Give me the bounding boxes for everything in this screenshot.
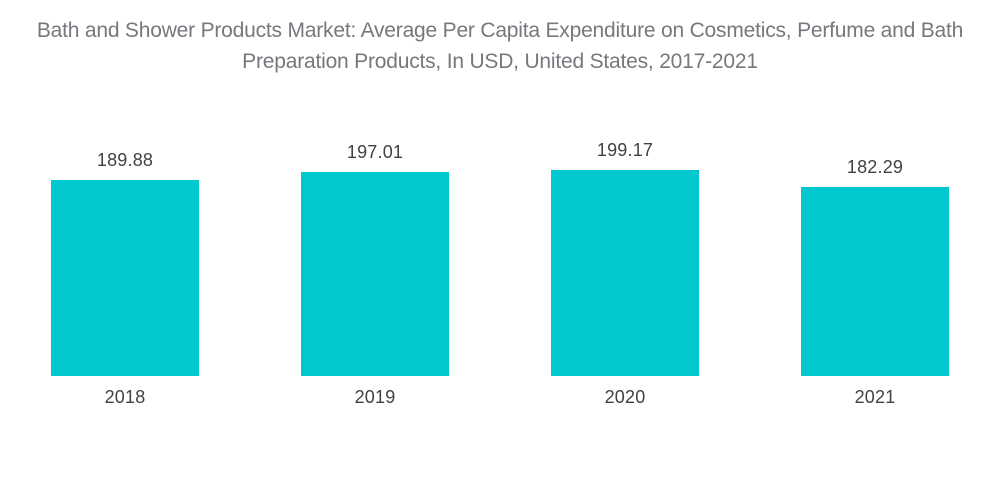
bar-group-2021: 182.29 xyxy=(750,157,1000,376)
bar-plot-area: 189.88 197.01 199.17 182.29 xyxy=(0,90,1000,376)
bar-value-label: 182.29 xyxy=(846,157,904,177)
x-axis: 2018 2019 2020 2021 xyxy=(0,387,1000,408)
bar-value-label: 197.01 xyxy=(346,142,404,162)
bar-group-2018: 189.88 xyxy=(0,150,250,376)
bar-value-label: 189.88 xyxy=(96,150,154,170)
bar-2019 xyxy=(301,172,449,376)
bar-2021 xyxy=(801,187,949,376)
x-tick-2019: 2019 xyxy=(354,387,396,407)
x-tick-2020: 2020 xyxy=(604,387,646,407)
chart-title: Bath and Shower Products Market: Average… xyxy=(0,0,1000,90)
x-tick-2021: 2021 xyxy=(854,387,896,407)
bar-value-label: 199.17 xyxy=(596,140,654,160)
bar-group-2019: 197.01 xyxy=(250,142,500,376)
bar-2018 xyxy=(51,180,199,376)
bar-2020 xyxy=(551,170,699,376)
bar-group-2020: 199.17 xyxy=(500,140,750,376)
x-tick-2018: 2018 xyxy=(104,387,146,407)
chart-title-text: Bath and Shower Products Market: Average… xyxy=(36,19,964,73)
